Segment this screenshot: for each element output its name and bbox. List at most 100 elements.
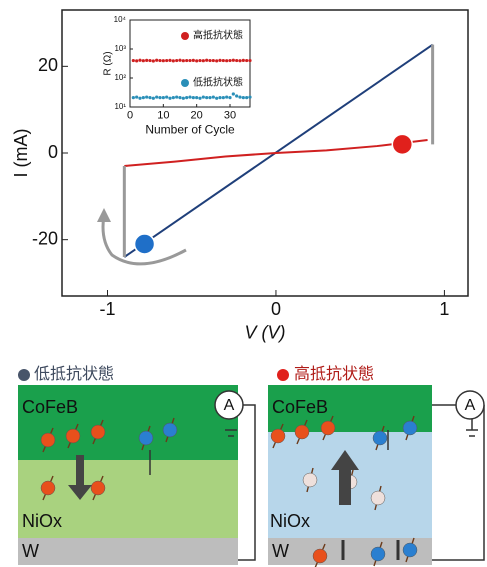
point <box>248 59 251 62</box>
point <box>202 59 205 62</box>
x-tick-label: 30 <box>224 110 236 122</box>
point <box>192 96 195 99</box>
x-tick-label: 0 <box>127 110 133 122</box>
spin <box>403 543 417 557</box>
point <box>238 95 241 98</box>
point <box>142 96 145 99</box>
point <box>235 94 238 97</box>
spin <box>303 473 317 487</box>
spin <box>271 429 285 443</box>
point <box>158 59 161 62</box>
diagram-legend: 低抵抗状態 <box>34 365 114 383</box>
point <box>232 59 235 62</box>
spin <box>163 423 177 437</box>
y-tick-label: 10² <box>114 73 126 82</box>
circuit-wire <box>432 405 484 560</box>
legend-label: 高抵抗状態 <box>193 29 243 42</box>
layer-label: CoFeB <box>272 397 328 417</box>
spin <box>371 547 385 561</box>
point <box>152 59 155 62</box>
point <box>245 96 248 99</box>
x-tick-label: 20 <box>191 110 203 122</box>
spin <box>373 431 387 445</box>
point <box>162 59 165 62</box>
spin <box>321 421 335 435</box>
layer-label: W <box>272 541 289 561</box>
point <box>178 59 181 62</box>
legend-marker <box>181 79 189 87</box>
point <box>158 96 161 99</box>
point <box>195 59 198 62</box>
point <box>162 96 165 99</box>
point <box>215 97 218 100</box>
y-tick-label: 10¹ <box>114 102 126 111</box>
x-axis-label: Number of Cycle <box>145 122 235 136</box>
point <box>168 59 171 62</box>
spin <box>403 421 417 435</box>
legend-dot <box>277 369 289 381</box>
diagram-legend: 高抵抗状態 <box>294 365 374 383</box>
point <box>132 96 135 99</box>
x-axis-label: V (V) <box>244 323 285 343</box>
layer-label: CoFeB <box>22 397 78 417</box>
point <box>228 96 231 99</box>
y-tick-label: 0 <box>48 142 58 162</box>
y-tick-label: 20 <box>38 55 58 75</box>
point <box>192 59 195 62</box>
point <box>225 95 228 98</box>
x-tick-label: 1 <box>439 299 449 319</box>
point <box>165 59 168 62</box>
point <box>155 95 158 98</box>
point <box>138 59 141 62</box>
point <box>232 92 235 95</box>
point <box>225 59 228 62</box>
meter-label: A <box>224 397 235 414</box>
point <box>238 59 241 62</box>
point <box>132 59 135 62</box>
spin <box>139 431 153 445</box>
point <box>198 97 201 100</box>
y-tick-label: 10⁴ <box>114 15 127 24</box>
point <box>175 95 178 98</box>
y-axis-label: R (Ω) <box>103 51 114 75</box>
layer-label: W <box>22 541 39 561</box>
spin <box>41 481 55 495</box>
point <box>172 96 175 99</box>
y-tick-label: -20 <box>32 228 58 248</box>
point <box>188 95 191 98</box>
x-tick-label: 10 <box>157 110 169 122</box>
point <box>172 59 175 62</box>
spin <box>295 425 309 439</box>
marker <box>135 234 155 254</box>
point <box>212 59 215 62</box>
point <box>212 95 215 98</box>
layer-label: NiOx <box>22 511 62 531</box>
legend-dot <box>18 369 30 381</box>
point <box>145 95 148 98</box>
spin <box>91 425 105 439</box>
point <box>155 59 158 62</box>
point <box>182 97 185 100</box>
point <box>205 96 208 99</box>
x-tick-label: 0 <box>271 299 281 319</box>
point <box>218 96 221 99</box>
spin <box>371 491 385 505</box>
point <box>168 97 171 100</box>
point <box>195 96 198 99</box>
point <box>218 59 221 62</box>
point <box>185 96 188 99</box>
point <box>235 59 238 62</box>
spin <box>313 549 327 563</box>
point <box>202 95 205 98</box>
x-tick-label: -1 <box>99 299 115 319</box>
point <box>222 59 225 62</box>
point <box>175 59 178 62</box>
legend-marker <box>181 32 189 40</box>
point <box>242 59 245 62</box>
w-layer <box>18 538 238 565</box>
spin <box>41 433 55 447</box>
point <box>182 59 185 62</box>
point <box>215 59 218 62</box>
point <box>208 96 211 99</box>
spin <box>66 429 80 443</box>
